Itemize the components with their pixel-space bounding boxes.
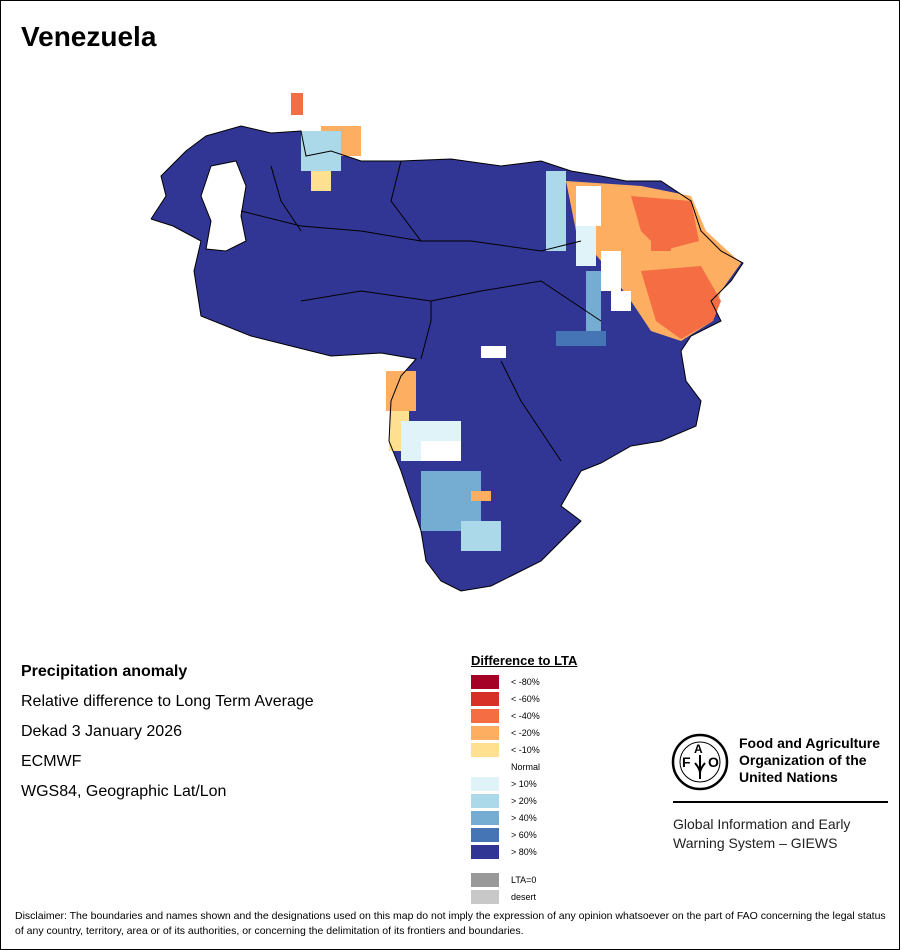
legend-title: Difference to LTA bbox=[471, 653, 578, 668]
admin-boundaries bbox=[150, 125, 744, 592]
svg-text:A: A bbox=[694, 742, 703, 756]
legend-item: Normal bbox=[471, 758, 577, 775]
legend-item: desert bbox=[471, 888, 577, 905]
legend-label: Normal bbox=[511, 761, 541, 772]
legend-label: desert bbox=[511, 891, 537, 902]
legend-label: < -80% bbox=[511, 676, 540, 687]
info-subtitle: Relative difference to Long Term Average bbox=[21, 693, 314, 710]
svg-text:F: F bbox=[682, 754, 691, 770]
info-period: Dekad 3 January 2026 bbox=[21, 723, 182, 740]
legend-item: LTA=0 bbox=[471, 871, 577, 888]
legend-label: > 80% bbox=[511, 846, 537, 857]
legend-item: < -20% bbox=[471, 724, 577, 741]
legend-swatch bbox=[471, 810, 499, 825]
legend-item: > 60% bbox=[471, 826, 577, 843]
legend: Difference to LTA < -80% < -60% < -40% < -2… bbox=[471, 653, 577, 905]
info-heading: Precipitation anomaly bbox=[21, 663, 188, 680]
giews-line: Global Information and Early bbox=[673, 816, 851, 832]
legend-label: > 40% bbox=[511, 812, 537, 823]
legend-swatch bbox=[471, 691, 499, 706]
map-info: Precipitation anomaly Relative differenc… bbox=[21, 657, 314, 807]
legend-label: < -10% bbox=[511, 744, 540, 755]
legend-swatch bbox=[471, 725, 499, 740]
legend-label: < -60% bbox=[511, 693, 540, 704]
legend-label: LTA=0 bbox=[511, 874, 537, 885]
anomaly-patches bbox=[291, 93, 741, 551]
precipitation-anomaly-map bbox=[150, 93, 744, 592]
legend-swatch bbox=[471, 872, 499, 887]
divider bbox=[673, 801, 888, 803]
legend-swatch bbox=[471, 759, 499, 774]
legend-item: > 40% bbox=[471, 809, 577, 826]
giews-line: Warning System – GIEWS bbox=[673, 835, 838, 851]
legend-swatch bbox=[471, 776, 499, 791]
legend-swatch bbox=[471, 827, 499, 842]
legend-item: > 20% bbox=[471, 792, 577, 809]
legend-swatch bbox=[471, 844, 499, 859]
legend-item: < -40% bbox=[471, 707, 577, 724]
legend-swatch bbox=[471, 742, 499, 757]
fao-name: Food and Agriculture Organization of the… bbox=[739, 735, 880, 786]
lake-maracaibo bbox=[200, 160, 247, 252]
map-title: Venezuela bbox=[21, 21, 157, 52]
legend-swatch bbox=[471, 708, 499, 723]
giews-name: Global Information and Early Warning Sys… bbox=[673, 815, 850, 853]
legend-label: < -20% bbox=[511, 727, 540, 738]
fao-name-line: Food and Agriculture bbox=[739, 735, 881, 751]
svg-text:O: O bbox=[708, 754, 719, 770]
legend-item: < -60% bbox=[471, 690, 577, 707]
legend-swatch bbox=[471, 889, 499, 904]
legend-label: > 20% bbox=[511, 795, 537, 806]
legend-item: > 10% bbox=[471, 775, 577, 792]
legend-label: < -40% bbox=[511, 710, 540, 721]
legend-label: > 60% bbox=[511, 829, 537, 840]
fao-name-line: United Nations bbox=[739, 769, 838, 785]
legend-item: > 80% bbox=[471, 843, 577, 860]
info-projection: WGS84, Geographic Lat/Lon bbox=[21, 783, 227, 800]
legend-swatch bbox=[471, 674, 499, 689]
legend-item: < -80% bbox=[471, 673, 577, 690]
disclaimer: Disclaimer: The boundaries and names sho… bbox=[15, 910, 886, 937]
legend-swatch bbox=[471, 793, 499, 808]
fao-logo-icon: F A O bbox=[671, 733, 729, 791]
legend-label: > 10% bbox=[511, 778, 537, 789]
fao-name-line: Organization of the bbox=[739, 752, 867, 768]
legend-item: < -10% bbox=[471, 741, 577, 758]
info-source: ECMWF bbox=[21, 753, 82, 770]
